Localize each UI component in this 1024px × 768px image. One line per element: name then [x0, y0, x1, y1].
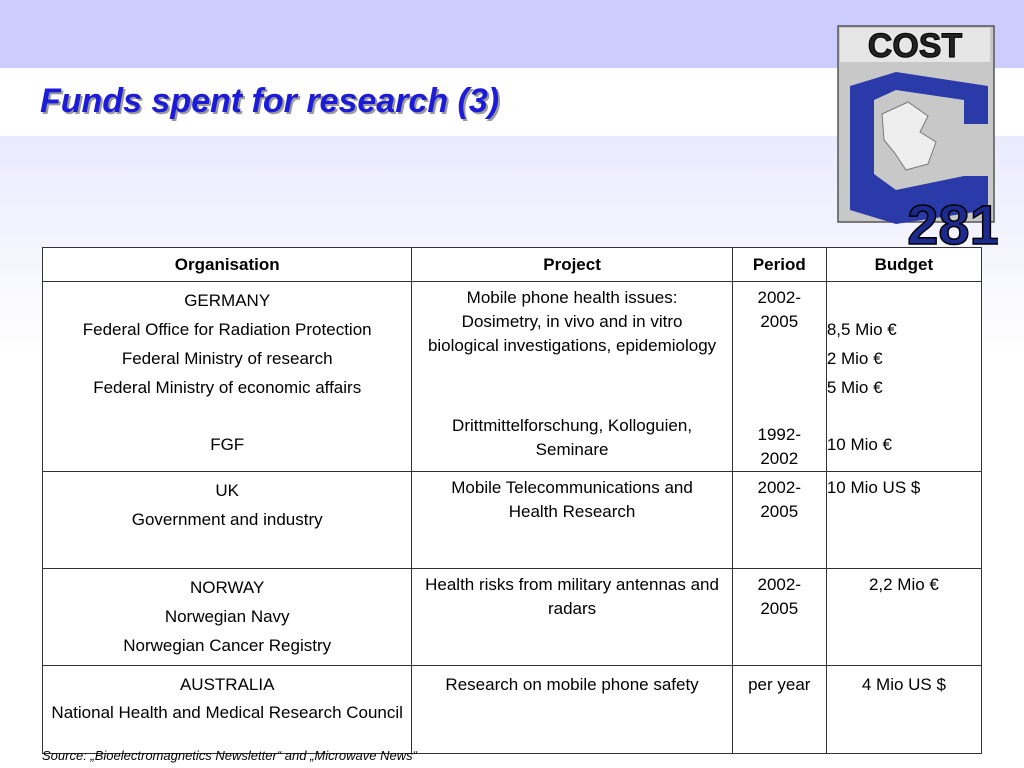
germany-period: 2002-2005 — [757, 288, 801, 331]
germany-org-1: Federal Office for Radiation Protection — [82, 320, 372, 339]
table-row-uk: UK Government and industry Mobile Teleco… — [41, 471, 983, 569]
table-row-germany: GERMANY Federal Office for Radiation Pro… — [41, 281, 983, 472]
australia-project-cell: Research on mobile phone safety — [411, 665, 733, 754]
germany-project-fgf: Drittmittelforschung, Kolloguien, Semina… — [452, 416, 693, 459]
germany-budget-3: 5 Mio € — [826, 378, 883, 397]
norway-budget-cell: 2,2 Mio € — [825, 568, 983, 666]
germany-budget-2: 2 Mio € — [826, 349, 883, 368]
funds-table: Organisation Project Period Budget GERMA… — [41, 247, 983, 754]
table-row-australia: AUSTRALIA National Health and Medical Re… — [41, 665, 983, 754]
source-note: Source: „Bioelectromagnetics Newsletter“… — [42, 748, 417, 763]
header-organisation: Organisation — [41, 247, 413, 282]
norway-org-1: Norwegian Navy — [164, 607, 290, 626]
uk-period: 2002-2005 — [757, 478, 801, 521]
germany-period-cell: 2002-2005 1992-2002 — [731, 281, 827, 472]
australia-budget: 4 Mio US $ — [861, 675, 946, 694]
table-row-norway: NORWAY Norwegian Navy Norwegian Cancer R… — [41, 568, 983, 666]
norway-budget: 2,2 Mio € — [868, 575, 939, 594]
uk-budget: 10 Mio US $ — [826, 478, 921, 497]
germany-org-fgf: FGF — [210, 435, 245, 454]
germany-project: Mobile phone health issues: Dosimetry, i… — [427, 288, 717, 355]
germany-org-2: Federal Ministry of research — [121, 349, 333, 368]
header-period: Period — [731, 247, 827, 282]
header-project: Project — [411, 247, 733, 282]
norway-org-2: Norwegian Cancer Registry — [123, 636, 332, 655]
header-budget: Budget — [825, 247, 983, 282]
cost-281-logo: COST 281 — [837, 25, 998, 252]
uk-country: UK — [215, 481, 239, 500]
uk-org-1: Government and industry — [131, 510, 323, 529]
germany-period-fgf: 1992-2002 — [757, 425, 801, 468]
australia-budget-cell: 4 Mio US $ — [825, 665, 983, 754]
uk-period-cell: 2002-2005 — [731, 471, 827, 569]
germany-budget-1: 8,5 Mio € — [826, 320, 897, 339]
norway-country: NORWAY — [190, 578, 265, 597]
uk-organisation-cell: UK Government and industry — [41, 471, 413, 569]
australia-period: per year — [748, 675, 811, 694]
germany-project-cell: Mobile phone health issues: Dosimetry, i… — [411, 281, 733, 472]
australia-project: Research on mobile phone safety — [445, 675, 699, 694]
australia-period-cell: per year — [731, 665, 827, 754]
uk-project-cell: Mobile Telecommunications and Health Res… — [411, 471, 733, 569]
germany-organisation-cell: GERMANY Federal Office for Radiation Pro… — [41, 281, 413, 472]
australia-country: AUSTRALIA — [179, 675, 275, 694]
norway-project: Health risks from military antennas and … — [425, 575, 719, 618]
slide-title: Funds spent for research (3) — [40, 82, 500, 120]
logo-name: COST — [868, 27, 963, 65]
australia-organisation-cell: AUSTRALIA National Health and Medical Re… — [41, 665, 413, 754]
norway-project-cell: Health risks from military antennas and … — [411, 568, 733, 666]
germany-budget-fgf: 10 Mio € — [826, 435, 893, 454]
uk-project: Mobile Telecommunications and Health Res… — [451, 478, 693, 521]
germany-org-3: Federal Ministry of economic affairs — [93, 378, 362, 397]
norway-period: 2002-2005 — [757, 575, 801, 618]
germany-budget-cell: 8,5 Mio € 2 Mio € 5 Mio € 10 Mio € — [825, 281, 983, 472]
australia-org-1: National Health and Medical Research Cou… — [51, 703, 403, 722]
norway-organisation-cell: NORWAY Norwegian Navy Norwegian Cancer R… — [41, 568, 413, 666]
table-header-row: Organisation Project Period Budget — [41, 247, 983, 282]
norway-period-cell: 2002-2005 — [731, 568, 827, 666]
uk-budget-cell: 10 Mio US $ — [825, 471, 983, 569]
logo-number: 281 — [907, 193, 998, 252]
germany-country: GERMANY — [184, 291, 271, 310]
